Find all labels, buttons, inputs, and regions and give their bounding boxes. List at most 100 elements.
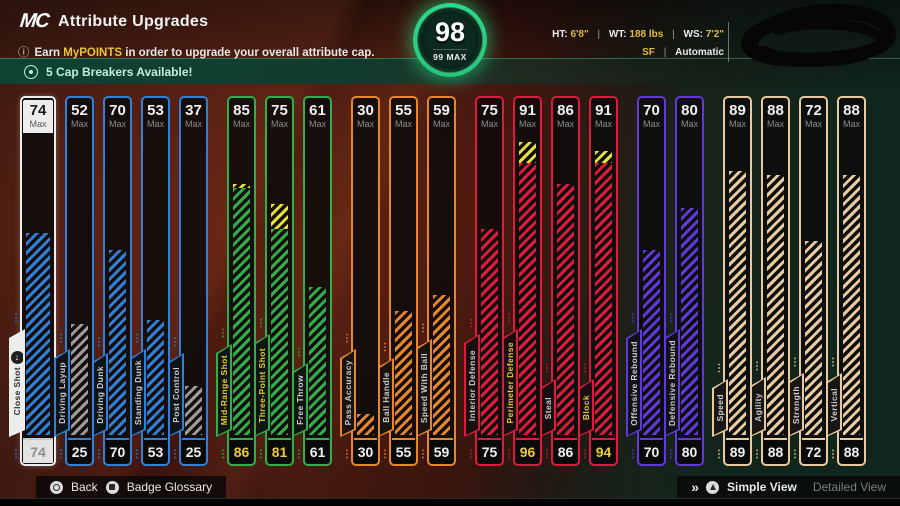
footer-right-bar: » Simple View Detailed View — [677, 476, 900, 498]
attribute-current-value: 88 — [840, 438, 863, 463]
current-value-fill — [481, 228, 498, 435]
attribute-bar-offensive-rebound[interactable]: 70 Max Offensive Rebound ⋮ ⋮ 70 — [637, 96, 666, 466]
attribute-group-defense: 75 Max Interior Defense ⋮ ⋮ 75 91 Max Perimeter … — [475, 96, 618, 466]
separator: | — [663, 47, 667, 58]
attribute-current-value: 61 — [306, 438, 329, 463]
current-value-fill — [271, 228, 288, 435]
selected-indicator-icon: ↓ — [11, 351, 24, 364]
attribute-label-tab: Vertical — [826, 373, 842, 437]
dots-decoration: ⋮ — [666, 313, 676, 324]
attribute-label: Ball Handle — [381, 372, 391, 423]
attribute-fill — [71, 130, 88, 435]
attribute-label: Speed — [715, 394, 725, 422]
badge-glossary-button-icon — [105, 480, 119, 494]
player-info: HT: 6'8" | WT: 188 lbs | WS: 7'2" SF | A… — [552, 26, 724, 62]
current-value-fill — [109, 249, 126, 435]
cap-breaker-icon — [24, 64, 38, 79]
overall-rating-inner: 98 99 MAX — [417, 7, 483, 73]
current-value-fill — [729, 171, 746, 435]
attribute-label: Offensive Rebound — [629, 340, 639, 426]
detailed-view-tab[interactable]: Detailed View — [812, 480, 886, 494]
attribute-current-value: 94 — [592, 438, 615, 463]
attribute-max-cap: 91 Max — [594, 102, 612, 129]
overall-rating-value: 98 — [434, 16, 466, 47]
attribute-label: Defensive Rebound — [667, 339, 677, 427]
attribute-group-physicals: 89 Max Speed ⋮ ⋮ 89 88 Max Agility ⋮ ⋮ 88 72 Max Stren… — [723, 96, 866, 466]
attribute-bar-agility[interactable]: 88 Max Agility ⋮ ⋮ 88 — [761, 96, 790, 466]
attribute-label-tab: Post Control — [168, 353, 184, 437]
back-button[interactable]: Back — [71, 480, 98, 494]
attribute-max-cap: 75 Max — [270, 102, 288, 129]
attribute-bar-standing-dunk[interactable]: 53 Max Standing Dunk ⋮ ⋮ 53 — [141, 96, 170, 466]
attribute-max-cap: 52 Max — [70, 102, 88, 129]
dots-decoration: ⋮ — [256, 318, 266, 329]
attribute-current-value: 55 — [392, 438, 415, 463]
attribute-label: Mid-Range Shot — [219, 355, 229, 426]
dots-decoration: ⋮ — [504, 313, 514, 324]
attribute-bar-three-point-shot[interactable]: 75 Max Three-Point Shot ⋮ ⋮ 81 — [265, 96, 294, 466]
attribute-max-cap: 80 Max — [680, 102, 698, 129]
attribute-bar-speed[interactable]: 89 Max Speed ⋮ ⋮ 89 — [723, 96, 752, 466]
attribute-current-value: 72 — [802, 438, 825, 463]
attribute-max-cap: 85 Max — [232, 102, 250, 129]
attribute-label-tab: Strength — [788, 373, 804, 437]
attribute-fill — [843, 130, 860, 435]
attribute-max-cap: 59 Max — [432, 102, 450, 129]
cap-breaker-overflow-fill — [233, 183, 250, 188]
badge-glossary-button[interactable]: Badge Glossary — [126, 480, 213, 494]
attribute-label-tab: ↓ Close Shot — [9, 329, 25, 437]
attribute-fill — [309, 130, 326, 435]
current-value-fill — [595, 162, 612, 435]
attribute-bar-defensive-rebound[interactable]: 80 Max Defensive Rebound ⋮ ⋮ 80 — [675, 96, 704, 466]
attribute-label: Standing Dunk — [133, 360, 143, 426]
attribute-label: Close Shot — [12, 366, 22, 416]
current-value-fill — [643, 249, 660, 435]
current-value-fill — [309, 286, 326, 435]
attribute-max-cap: 70 Max — [642, 102, 660, 129]
height-label: HT: — [552, 29, 568, 40]
current-value-fill — [357, 414, 374, 435]
attribute-label-tab: Steal — [540, 379, 556, 437]
cap-breakers-text: 5 Cap Breakers Available! — [46, 64, 193, 79]
attribute-bar-post-control[interactable]: 37 Max Post Control ⋮ ⋮ 25 — [179, 96, 208, 466]
page-title: Attribute Upgrades — [58, 13, 209, 30]
chevrons-icon: » — [691, 479, 699, 495]
attribute-bar-steal[interactable]: 86 Max Steal ⋮ ⋮ 86 — [551, 96, 580, 466]
attribute-bar-close-shot[interactable]: 74 Max ↓ Close Shot ⋮ ⋮ 74 — [20, 96, 56, 466]
attribute-bar-driving-dunk[interactable]: 70 Max Driving Dunk ⋮ ⋮ 70 — [103, 96, 132, 466]
attribute-current-value: 75 — [478, 438, 501, 463]
dots-decoration: ⋮ — [752, 449, 762, 460]
dots-decoration: ⋮ — [380, 342, 390, 353]
attribute-label-tab: Offensive Rebound — [626, 329, 642, 437]
current-value-fill — [26, 233, 50, 435]
attribute-label-tab: Block — [578, 379, 594, 437]
attribute-bar-block[interactable]: 91 Max Block ⋮ ⋮ 94 — [589, 96, 618, 466]
attribute-bar-perimeter-defense[interactable]: 91 Max Perimeter Defense ⋮ ⋮ 96 — [513, 96, 542, 466]
dots-decoration: ⋮ — [580, 449, 590, 460]
attribute-bar-interior-defense[interactable]: 75 Max Interior Defense ⋮ ⋮ 75 — [475, 96, 504, 466]
attribute-bar-free-throw[interactable]: 61 Max Free Throw ⋮ ⋮ 61 — [303, 96, 332, 466]
attribute-bar-pass-accuracy[interactable]: 30 Max Pass Accuracy ⋮ ⋮ 30 — [351, 96, 380, 466]
info-prefix: Earn — [34, 47, 64, 59]
simple-view-tab[interactable]: Simple View — [727, 480, 797, 494]
overall-rating-badge: 98 99 MAX — [413, 3, 487, 77]
attribute-bar-driving-layup[interactable]: 52 Max Driving Layup ⋮ ⋮ 25 — [65, 96, 94, 466]
mode-value: Automatic — [675, 47, 724, 58]
attribute-max-cap: 61 Max — [308, 102, 326, 129]
attribute-bar-vertical[interactable]: 88 Max Vertical ⋮ ⋮ 88 — [837, 96, 866, 466]
weight-value: 188 lbs — [629, 29, 664, 40]
dots-decoration: ⋮ — [294, 347, 304, 358]
info-line: ⓘ Earn MyPOINTS in order to upgrade your … — [18, 44, 374, 60]
attribute-bar-ball-handle[interactable]: 55 Max Ball Handle ⋮ ⋮ 55 — [389, 96, 418, 466]
attribute-bar-mid-range-shot[interactable]: 85 Max Mid-Range Shot ⋮ ⋮ 86 — [227, 96, 256, 466]
dots-decoration: ⋮ — [94, 337, 104, 348]
attribute-label: Driving Layup — [57, 362, 67, 424]
attribute-bar-speed-with-ball[interactable]: 59 Max Speed With Ball ⋮ ⋮ 59 — [427, 96, 456, 466]
attribute-max-cap: 74 Max — [23, 100, 53, 133]
attribute-bar-strength[interactable]: 72 Max Strength ⋮ ⋮ 72 — [799, 96, 828, 466]
attribute-group-finishing: 74 Max ↓ Close Shot ⋮ ⋮ 74 52 Max Driving Layup ⋮ ⋮… — [20, 96, 208, 466]
attribute-label-tab: Driving Dunk — [92, 353, 108, 437]
bottom-strip — [0, 498, 900, 506]
mypoints-highlight: MyPOINTS — [63, 47, 123, 59]
dots-decoration: ⋮ — [56, 449, 66, 460]
